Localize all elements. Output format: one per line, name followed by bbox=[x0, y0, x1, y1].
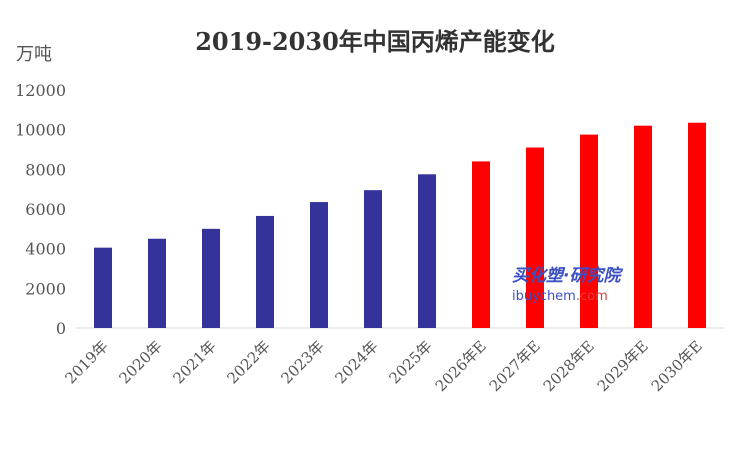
x-tick-label: 2025年 bbox=[385, 337, 435, 387]
x-tick-label: 2023年 bbox=[277, 337, 327, 387]
y-tick-label: 10000 bbox=[15, 121, 66, 140]
bar-forecast bbox=[580, 134, 598, 328]
y-tick-label: 12000 bbox=[15, 81, 66, 100]
bar-forecast bbox=[472, 161, 490, 328]
watermark-url: ibuychem.com bbox=[512, 289, 608, 304]
x-tick-label: 2029年E bbox=[594, 337, 652, 395]
watermark: 买化塑·研究院 ibuychem.com bbox=[512, 266, 623, 304]
x-tick-label: 2020年 bbox=[115, 337, 165, 387]
x-tick-label: 2019年 bbox=[61, 337, 111, 387]
x-axis-ticks: 2019年 2020年 2021年 2022年 2023年 2024年 2025年2026年… bbox=[61, 337, 705, 395]
bar-actual bbox=[364, 190, 382, 328]
bar-actual bbox=[310, 202, 328, 328]
x-tick-label: 2027年E bbox=[486, 337, 544, 395]
x-tick-label: 2022年 bbox=[223, 337, 273, 387]
bar-actual bbox=[418, 174, 436, 328]
y-tick-label: 8000 bbox=[25, 160, 66, 179]
bar-forecast bbox=[526, 147, 544, 328]
y-tick-label: 2000 bbox=[25, 279, 66, 298]
x-tick-label: 2028年E bbox=[540, 337, 598, 395]
watermark-url-main: ibuychem bbox=[512, 289, 576, 304]
y-axis-ticks: 0 2000 4000 6000 8000 10000 12000 bbox=[15, 81, 66, 338]
x-tick-label: 2030年E bbox=[648, 337, 706, 395]
y-axis-unit-label: 万吨 bbox=[16, 44, 52, 65]
y-tick-label: 6000 bbox=[25, 200, 66, 219]
y-tick-label: 4000 bbox=[25, 240, 66, 259]
bar-actual bbox=[94, 247, 112, 328]
watermark-url-suffix: .com bbox=[576, 289, 608, 304]
bar-forecast bbox=[634, 125, 652, 328]
watermark-brand: 买化塑·研究院 bbox=[512, 266, 623, 286]
bar-actual bbox=[256, 215, 274, 328]
y-tick-label: 0 bbox=[56, 319, 66, 338]
x-tick-label: 2024年 bbox=[331, 337, 381, 387]
x-tick-label: 2026年E bbox=[432, 337, 490, 395]
x-tick-label: 2021年 bbox=[169, 337, 219, 387]
bar-actual bbox=[202, 228, 220, 328]
chart-title: 2019-2030年中国丙烯产能变化 bbox=[195, 27, 555, 56]
bar-forecast bbox=[688, 122, 706, 328]
bars-group bbox=[94, 122, 706, 328]
bar-actual bbox=[148, 238, 166, 328]
